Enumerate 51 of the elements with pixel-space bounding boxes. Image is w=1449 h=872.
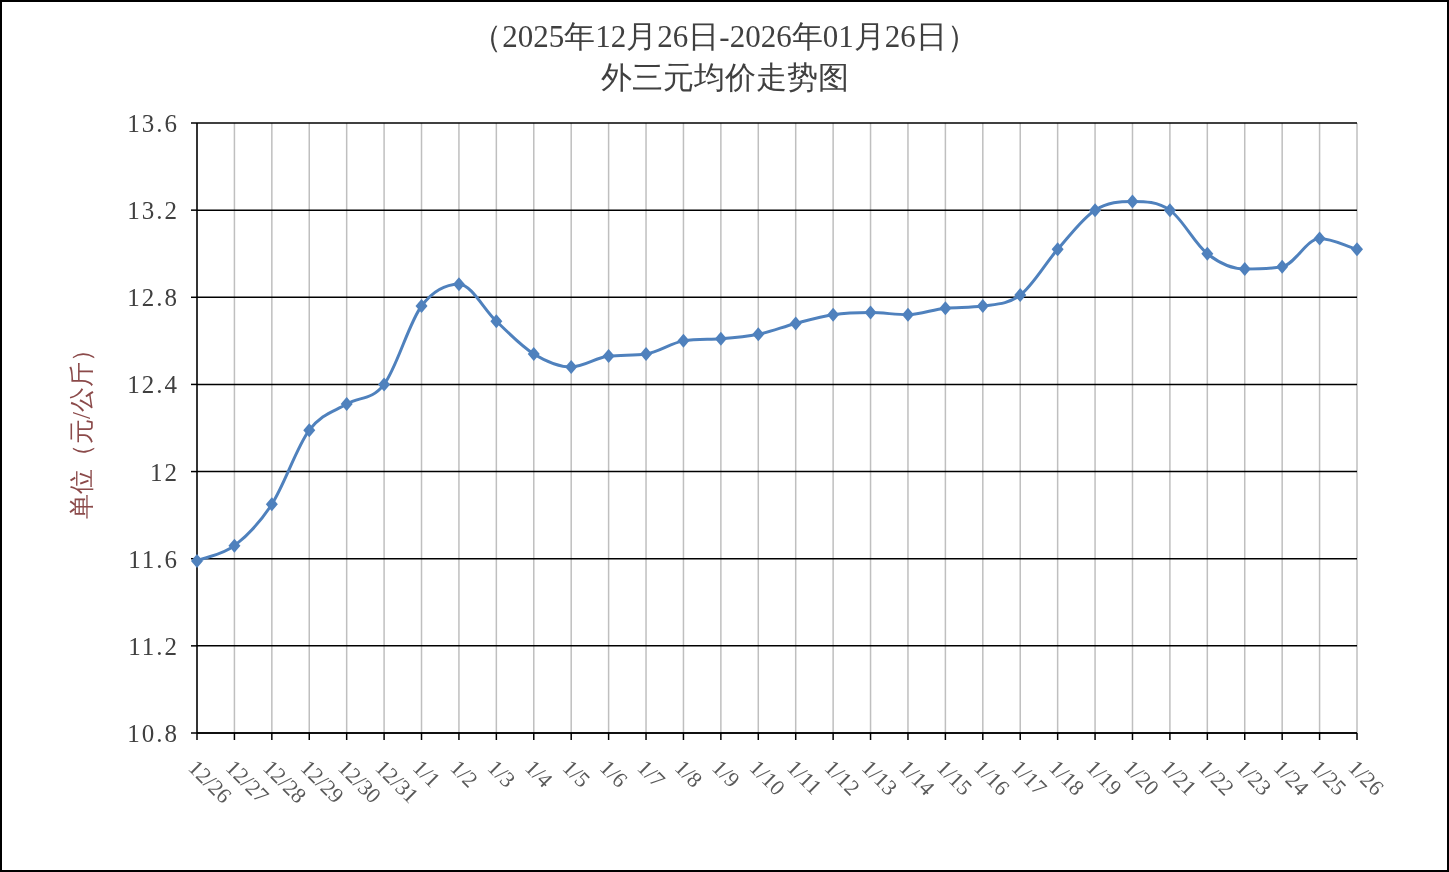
point: [864, 305, 877, 320]
point: [939, 301, 952, 316]
point: [565, 360, 578, 374]
y-tick-label: 11.6: [128, 545, 179, 573]
point: [1351, 242, 1363, 257]
point: [1163, 203, 1176, 218]
point: [228, 538, 241, 553]
chart-title: （2025年12月26日-2026年01月26日）: [471, 19, 978, 54]
x-tick-label: 1/5: [557, 754, 596, 793]
y-tick-label: 12.4: [127, 371, 179, 399]
point: [265, 497, 278, 512]
y-tick-label: 13.2: [127, 197, 179, 225]
x-tick-label: 1/4: [520, 754, 558, 793]
point: [191, 553, 203, 568]
point: [1089, 203, 1102, 218]
point: [452, 277, 465, 292]
y-tick-label: 10.8: [127, 720, 179, 747]
x-tick-label: 1/7: [632, 754, 671, 793]
point: [340, 397, 353, 412]
point: [415, 299, 428, 313]
point: [490, 314, 503, 329]
point: [1051, 242, 1064, 257]
chart-subtitle: 外三元均价走势图: [600, 60, 849, 95]
point: [1201, 246, 1214, 261]
point: [827, 307, 840, 322]
point: [1276, 259, 1289, 274]
x-tick-label: 1/8: [669, 754, 708, 793]
point: [527, 346, 540, 361]
y-tick-label: 11.2: [128, 632, 179, 660]
x-tick-label: 1/3: [482, 754, 521, 793]
point: [714, 331, 727, 346]
point: [602, 349, 615, 364]
point: [1126, 194, 1139, 209]
y-tick-label: 13.6: [127, 110, 179, 137]
point: [378, 377, 391, 392]
point: [789, 316, 802, 331]
point: [1014, 288, 1027, 303]
x-tick-label: 1/9: [707, 754, 745, 793]
point: [640, 346, 653, 361]
point: [303, 423, 316, 438]
point: [752, 327, 765, 342]
point: [901, 307, 914, 322]
x-tick-label: 1/2: [445, 754, 483, 793]
point: [677, 333, 690, 348]
y-tick-label: 12: [150, 458, 179, 486]
y-axis-title: 单位（元/公斤）: [68, 337, 95, 519]
point: [1238, 261, 1251, 276]
point: [1313, 231, 1326, 246]
x-tick-label: 1/6: [595, 754, 633, 793]
point: [976, 299, 989, 313]
y-tick-label: 12.8: [127, 284, 179, 312]
